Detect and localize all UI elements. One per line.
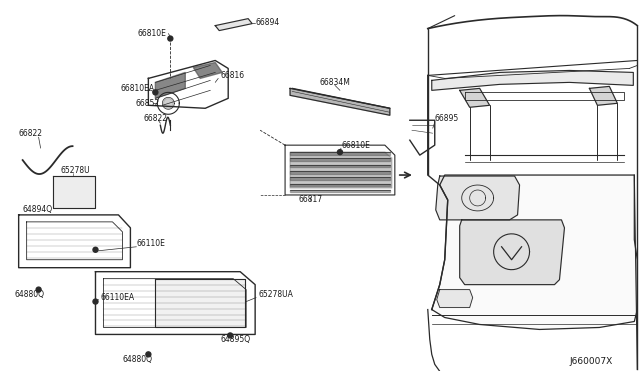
Text: 66110E: 66110E xyxy=(136,239,165,248)
Text: 66822: 66822 xyxy=(19,129,43,138)
Text: 66810EA: 66810EA xyxy=(120,84,154,93)
Text: 66822: 66822 xyxy=(143,114,168,123)
Polygon shape xyxy=(432,175,637,330)
Text: 66810E: 66810E xyxy=(138,29,166,38)
Text: 64880Q: 64880Q xyxy=(122,355,152,364)
Text: 66834M: 66834M xyxy=(320,78,351,87)
Polygon shape xyxy=(290,190,390,192)
Polygon shape xyxy=(215,19,252,31)
Circle shape xyxy=(168,36,173,41)
Polygon shape xyxy=(290,171,390,174)
Text: J660007X: J660007X xyxy=(570,357,612,366)
Text: 64880Q: 64880Q xyxy=(15,290,45,299)
Polygon shape xyxy=(193,62,222,78)
Text: 66852: 66852 xyxy=(136,99,159,108)
Circle shape xyxy=(337,150,342,155)
Circle shape xyxy=(93,247,98,252)
Text: 66110EA: 66110EA xyxy=(100,293,134,302)
Text: 66810E: 66810E xyxy=(342,141,371,150)
Polygon shape xyxy=(290,165,390,167)
Polygon shape xyxy=(290,158,390,161)
Text: 66895: 66895 xyxy=(435,114,459,123)
Polygon shape xyxy=(460,89,490,107)
Polygon shape xyxy=(290,152,392,188)
Polygon shape xyxy=(432,70,634,90)
Polygon shape xyxy=(589,86,618,105)
Polygon shape xyxy=(52,176,95,208)
Polygon shape xyxy=(436,176,520,220)
Polygon shape xyxy=(436,290,473,308)
Polygon shape xyxy=(290,89,390,115)
Polygon shape xyxy=(163,98,173,108)
Polygon shape xyxy=(290,184,390,186)
Text: 64894Q: 64894Q xyxy=(22,205,52,214)
Polygon shape xyxy=(156,73,186,98)
Circle shape xyxy=(228,333,233,338)
Text: 66816: 66816 xyxy=(220,71,244,80)
Text: 66894: 66894 xyxy=(255,18,280,27)
Polygon shape xyxy=(156,279,245,327)
Circle shape xyxy=(93,299,98,304)
Polygon shape xyxy=(290,152,390,155)
Circle shape xyxy=(153,90,158,95)
Text: 65278UA: 65278UA xyxy=(258,290,293,299)
Text: 66817: 66817 xyxy=(298,195,322,205)
Polygon shape xyxy=(290,177,390,180)
Polygon shape xyxy=(460,220,564,285)
Circle shape xyxy=(36,287,41,292)
Circle shape xyxy=(146,352,151,357)
Text: 64895Q: 64895Q xyxy=(220,335,250,344)
Text: 65278U: 65278U xyxy=(61,166,90,174)
